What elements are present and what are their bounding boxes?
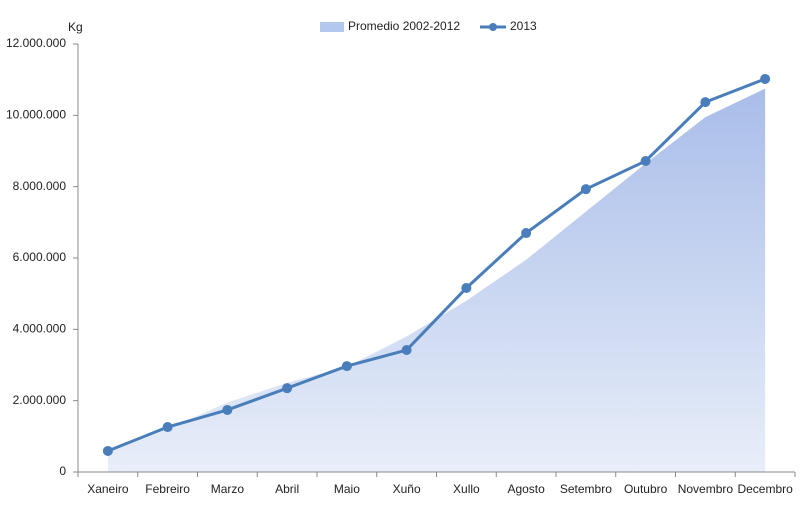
x-tick-label: Febreiro (145, 482, 190, 496)
x-tick-label: Xaneiro (87, 482, 129, 496)
x-tick-label: Abril (275, 482, 299, 496)
marker (521, 228, 532, 239)
legend-swatch (320, 22, 344, 32)
legend-label: Promedio 2002-2012 (348, 19, 460, 33)
x-tick-label: Agosto (507, 482, 545, 496)
x-tick-label: Xuño (393, 482, 421, 496)
legend-label: 2013 (510, 19, 537, 33)
y-tick-label: 2.000.000 (13, 393, 67, 407)
y-tick-label: 6.000.000 (13, 250, 67, 264)
marker (461, 282, 472, 293)
y-axis-label: Kg (68, 20, 83, 34)
marker (640, 155, 651, 166)
marker (282, 383, 293, 394)
x-tick-label: Setembro (560, 482, 612, 496)
marker (700, 97, 711, 108)
x-tick-label: Novembro (678, 482, 734, 496)
marker (580, 184, 591, 195)
marker (760, 73, 771, 84)
y-tick-label: 0 (59, 464, 66, 478)
y-tick-label: 12.000.000 (6, 36, 66, 50)
marker (222, 404, 233, 415)
marker (401, 345, 412, 356)
y-tick-label: 10.000.000 (6, 108, 66, 122)
x-tick-label: Maio (334, 482, 360, 496)
marker (341, 361, 352, 372)
x-tick-label: Outubro (624, 482, 668, 496)
y-tick-label: 4.000.000 (13, 322, 67, 336)
x-tick-label: Xullo (453, 482, 480, 496)
x-tick-label: Marzo (211, 482, 245, 496)
line (107, 77, 766, 453)
legend-swatch (489, 23, 497, 31)
marker (162, 422, 173, 433)
marker (102, 445, 113, 456)
area (107, 88, 766, 472)
x-tick-label: Decembro (737, 482, 793, 496)
y-tick-label: 8.000.000 (13, 179, 67, 193)
